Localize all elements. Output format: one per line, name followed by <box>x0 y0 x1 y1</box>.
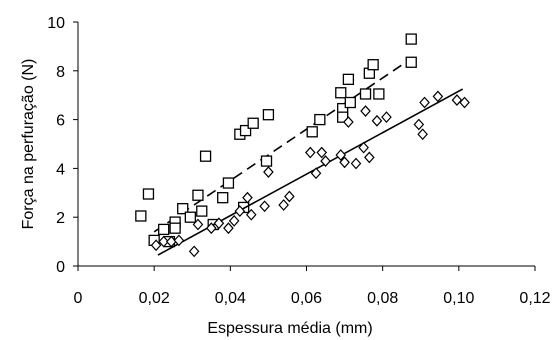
x-tick-label: 0,10 <box>443 290 474 307</box>
data-point-square <box>196 205 208 217</box>
x-tick-label: 0,12 <box>519 290 550 307</box>
data-point-diamond <box>242 191 253 204</box>
data-point-diamond <box>350 157 362 170</box>
data-point-diamond <box>173 234 185 247</box>
data-point-diamond <box>158 235 169 248</box>
data-point-diamond <box>432 90 444 103</box>
y-tick-label: 0 <box>56 259 65 276</box>
data-point-diamond <box>417 128 428 141</box>
data-point-square <box>373 88 385 100</box>
data-point-square <box>260 155 273 167</box>
data-point-square <box>342 73 355 85</box>
data-point-diamond <box>234 205 246 217</box>
data-point-square <box>344 96 356 109</box>
data-point-diamond <box>320 155 331 167</box>
data-point-diamond <box>310 167 322 180</box>
data-point-diamond <box>150 239 162 252</box>
y-axis-title: Força na perfuração (N) <box>20 59 37 230</box>
data-point-diamond <box>381 111 392 124</box>
data-point-square <box>314 113 326 126</box>
data-point-square <box>199 150 212 162</box>
data-point-square <box>217 192 229 204</box>
data-point-diamond <box>228 214 240 227</box>
x-axis-title: Espessura média (mm) <box>207 320 372 337</box>
x-tick-label: 0,04 <box>215 290 246 307</box>
data-point-square <box>177 203 189 215</box>
y-tick-label: 4 <box>56 161 65 178</box>
data-point-square <box>306 126 318 138</box>
trendline-diamond <box>157 88 464 256</box>
data-point-diamond <box>205 222 217 235</box>
data-point-diamond <box>335 149 347 161</box>
data-point-diamond <box>278 199 289 211</box>
plot-area: 0 0,02 0,04 0,06 0,08 0,10 0,12 0 2 4 6 8 10 <box>47 15 550 307</box>
data-point-square <box>367 59 379 71</box>
data-point-diamond <box>451 94 463 106</box>
data-point-square <box>169 222 181 234</box>
data-point-square <box>405 56 417 68</box>
data-point-diamond <box>245 208 257 221</box>
data-point-diamond <box>364 151 375 164</box>
data-point-square <box>158 223 170 236</box>
data-point-square <box>247 117 259 129</box>
data-point-square <box>222 177 235 189</box>
data-point-diamond <box>305 146 316 159</box>
data-point-square <box>359 88 372 100</box>
trendline-square <box>153 56 414 233</box>
data-point-diamond <box>371 114 383 127</box>
data-point-diamond <box>360 105 371 117</box>
data-point-diamond <box>259 200 270 213</box>
data-point-square <box>142 188 155 200</box>
x-tick-label: 0 <box>74 290 83 307</box>
data-point-diamond <box>413 118 425 131</box>
y-tick-label: 10 <box>47 15 65 32</box>
data-point-diamond <box>339 156 350 169</box>
data-point-diamond <box>192 218 204 231</box>
data-point-diamond <box>263 166 274 178</box>
data-point-square <box>239 124 252 137</box>
data-point-square <box>192 189 204 201</box>
data-point-square <box>135 210 147 222</box>
data-point-diamond <box>284 190 295 203</box>
x-tick-label: 0,08 <box>367 290 398 307</box>
data-point-square <box>405 33 417 45</box>
data-point-diamond <box>223 222 234 235</box>
data-point-diamond <box>459 96 470 109</box>
data-point-diamond <box>343 116 354 128</box>
x-tick-label: 0,06 <box>291 290 322 307</box>
data-point-diamond <box>358 141 369 154</box>
data-point-diamond <box>316 146 328 159</box>
x-tick-label: 0,02 <box>139 290 170 307</box>
data-point-square <box>262 109 275 121</box>
data-point-diamond <box>188 245 200 258</box>
data-point-square <box>184 211 196 223</box>
data-point-diamond <box>419 96 430 109</box>
y-tick-label: 8 <box>56 64 65 81</box>
data-point-diamond <box>213 217 225 230</box>
y-tick-label: 2 <box>56 210 65 227</box>
y-tick-label: 6 <box>56 113 65 130</box>
data-point-square <box>335 87 347 99</box>
